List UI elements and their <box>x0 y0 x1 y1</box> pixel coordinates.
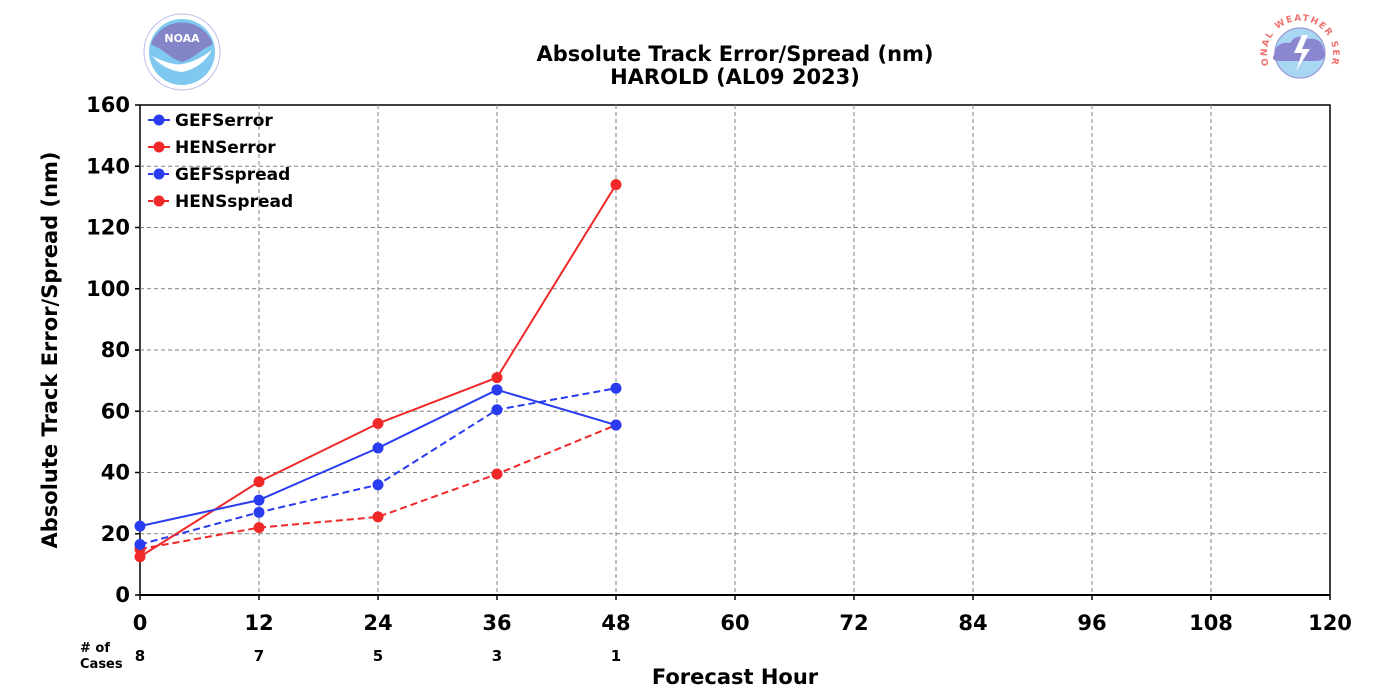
y-tick-label: 80 <box>101 338 130 362</box>
legend-marker-HENSerror <box>153 141 165 153</box>
y-axis-label: Absolute Track Error/Spread (nm) <box>38 151 62 548</box>
x-tick-label: 60 <box>720 611 749 635</box>
data-point-GEFSerror <box>372 442 384 454</box>
x-tick-label: 84 <box>958 611 987 635</box>
data-point-GEFSspread <box>372 479 384 491</box>
noaa-logo: NOAA <box>143 13 221 91</box>
y-tick-label: 60 <box>101 399 130 423</box>
x-tick-label: 72 <box>839 611 868 635</box>
x-tick-label: 120 <box>1308 611 1352 635</box>
case-count: 8 <box>135 647 145 665</box>
data-point-HENSerror <box>491 372 503 384</box>
data-point-GEFSerror <box>134 520 146 532</box>
series-layer <box>134 179 622 563</box>
data-point-GEFSerror <box>610 419 622 431</box>
x-tick-label: 36 <box>482 611 511 635</box>
y-tick-label: 40 <box>101 461 130 485</box>
case-count: 7 <box>254 647 264 665</box>
series-line-HENSspread <box>139 424 617 551</box>
x-tick-label: 24 <box>363 611 392 635</box>
data-point-HENSspread <box>372 511 384 523</box>
x-tick-label: 48 <box>601 611 630 635</box>
legend-marker-GEFSspread <box>153 168 165 180</box>
cases-row: 8 7 5 3 1 <box>135 647 621 665</box>
y-tick-label: 100 <box>86 277 130 301</box>
data-point-GEFSspread <box>491 404 503 416</box>
data-point-HENSspread <box>491 468 503 480</box>
axis-ticks: 0 12 24 36 48 60 72 84 96 108 120 0 20 40 60 80 100 120 14… <box>86 93 1352 635</box>
chart-subtitle: HAROLD (AL09 2023) <box>610 65 860 89</box>
x-tick-label: 12 <box>244 611 273 635</box>
y-tick-label: 20 <box>101 522 130 546</box>
legend-label: HENSspread <box>175 192 293 212</box>
noaa-logo-text: NOAA <box>164 32 200 45</box>
y-tick-label: 120 <box>86 216 130 240</box>
case-count: 5 <box>373 647 383 665</box>
case-count: 1 <box>611 647 621 665</box>
x-tick-label: 108 <box>1189 611 1233 635</box>
x-tick-label: 0 <box>133 611 148 635</box>
legend-marker-GEFSerror <box>153 114 165 126</box>
legend-label: GEFSspread <box>175 165 290 185</box>
y-tick-label: 0 <box>115 583 130 607</box>
legend: GEFSerror HENSerror GEFSspread HENSspread <box>148 111 293 212</box>
data-point-GEFSspread <box>134 538 146 550</box>
nws-logo: NATIONAL WEATHER SERVICE <box>1260 14 1339 90</box>
legend-label: GEFSerror <box>175 111 273 131</box>
legend-marker-HENSspread <box>153 195 165 207</box>
cases-label: # of Cases <box>80 641 123 672</box>
data-point-GEFSerror <box>253 494 265 506</box>
case-count: 3 <box>492 647 502 665</box>
data-point-HENSerror <box>610 179 622 191</box>
data-point-HENSerror <box>372 418 384 429</box>
data-point-HENSspread <box>253 522 265 534</box>
x-axis-label: Forecast Hour <box>652 665 819 689</box>
data-point-GEFSspread <box>610 382 622 394</box>
legend-label: HENSerror <box>175 138 276 158</box>
data-point-GEFSerror <box>491 384 503 396</box>
data-point-GEFSspread <box>253 506 265 518</box>
y-tick-label: 160 <box>86 93 130 117</box>
x-tick-label: 96 <box>1077 611 1106 635</box>
data-point-HENSerror <box>134 551 146 563</box>
grid-lines <box>140 105 1330 595</box>
y-tick-label: 140 <box>86 154 130 178</box>
data-point-HENSerror <box>253 476 265 488</box>
chart-title: Absolute Track Error/Spread (nm) <box>536 42 933 66</box>
